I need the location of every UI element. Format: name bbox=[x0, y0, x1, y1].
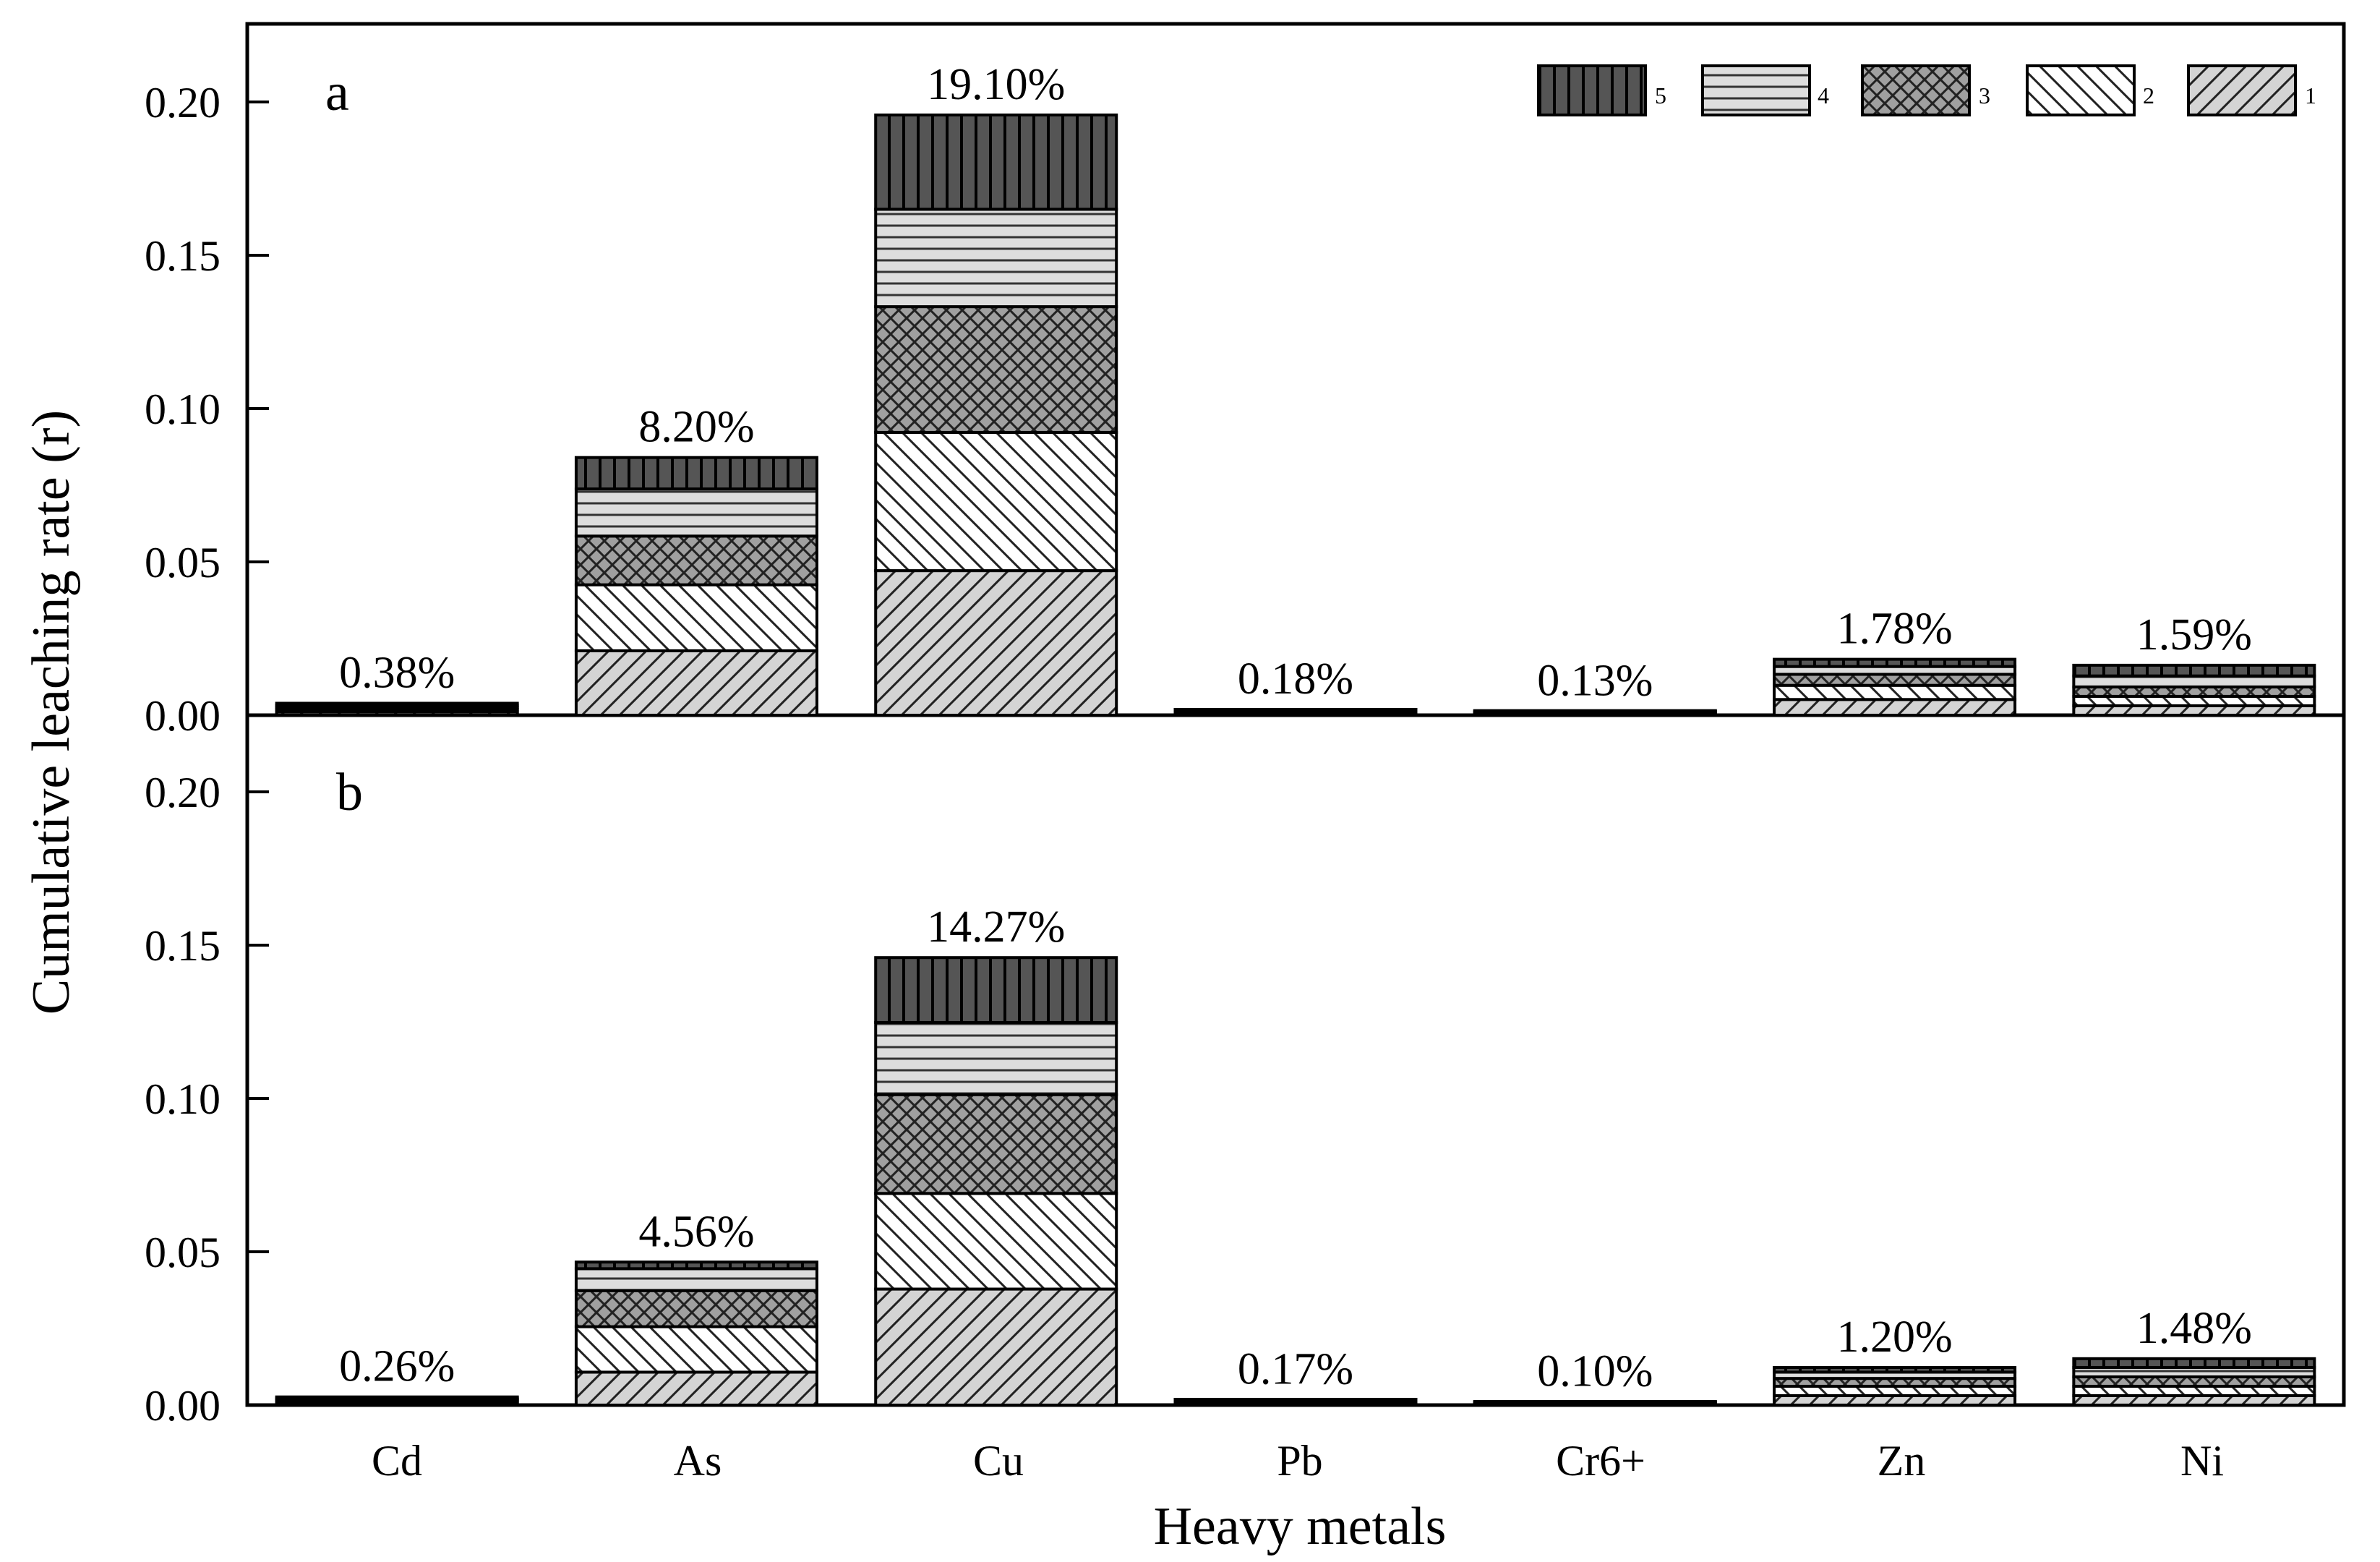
legend-swatch bbox=[1861, 64, 1971, 116]
x-tick-label: Pb bbox=[1277, 1437, 1322, 1485]
panel-b-label: b bbox=[336, 763, 363, 822]
legend-label: 2 bbox=[2143, 82, 2154, 108]
bar-segment-zn-2 bbox=[1773, 683, 2017, 701]
bar-segment-zn-5 bbox=[1773, 657, 2017, 668]
legend-swatch bbox=[1537, 64, 1647, 116]
x-tick-label: As bbox=[674, 1437, 722, 1485]
total-label: 0.18% bbox=[1238, 654, 1353, 704]
legend-swatch bbox=[2026, 64, 2136, 116]
bar-segment-as-2 bbox=[574, 583, 818, 652]
legend-label: 1 bbox=[2305, 82, 2316, 108]
bar-segment-pb-5 bbox=[1173, 707, 1418, 712]
bar-segment-zn-3 bbox=[1773, 673, 2017, 687]
total-label: 0.38% bbox=[339, 648, 455, 697]
legend-item-4: 4 bbox=[1701, 64, 1829, 116]
total-label: 0.13% bbox=[1537, 656, 1653, 705]
bar-segment-cu-2 bbox=[874, 1192, 1118, 1291]
y-tick-label: 0.20 bbox=[145, 79, 221, 127]
bar-segment-as-3 bbox=[574, 534, 818, 586]
bar-segment-as-5 bbox=[574, 1260, 818, 1271]
bar-segment-cu-3 bbox=[874, 1093, 1118, 1195]
panel-a-label: a bbox=[325, 63, 349, 122]
total-label: 1.20% bbox=[1836, 1313, 1952, 1362]
bar-segment-cd-5 bbox=[275, 701, 519, 707]
bar-segment-as-2 bbox=[574, 1325, 818, 1374]
total-label: 0.10% bbox=[1537, 1347, 1653, 1396]
total-label: 1.78% bbox=[1836, 605, 1952, 654]
y-axis-b: 0.00 0.05 0.10 0.15 0.20 bbox=[145, 769, 269, 1430]
x-tick-label: Ni bbox=[2180, 1437, 2224, 1485]
bar-segment-as-1 bbox=[574, 649, 818, 717]
bar-segment-cu-3 bbox=[874, 305, 1118, 434]
total-label: 0.26% bbox=[339, 1342, 455, 1391]
bar-segment-as-3 bbox=[574, 1289, 818, 1328]
y-tick-label: 0.00 bbox=[145, 692, 221, 740]
x-axis-title: Heavy metals bbox=[1154, 1497, 1447, 1556]
bar-segment-cr6-5 bbox=[1473, 709, 1717, 714]
x-tick-label: Cd bbox=[372, 1437, 422, 1485]
y-tick-label: 0.05 bbox=[145, 539, 221, 586]
bar-segment-cu-1 bbox=[874, 569, 1118, 717]
bar-segment-as-1 bbox=[574, 1370, 818, 1407]
x-tick-label: Cu bbox=[973, 1437, 1024, 1485]
bar-segment-zn-5 bbox=[1773, 1365, 2017, 1374]
bar-segment-cu-5 bbox=[874, 956, 1118, 1024]
y-tick-label: 0.05 bbox=[145, 1229, 221, 1276]
bar-segment-cu-4 bbox=[874, 208, 1118, 309]
bar-segment-cu-1 bbox=[874, 1287, 1118, 1407]
legend-label: 4 bbox=[1818, 82, 1829, 108]
y-tick-label: 0.20 bbox=[145, 769, 221, 816]
bar-segment-zn-1 bbox=[1773, 698, 2017, 717]
bar-segment-ni-4 bbox=[2072, 674, 2316, 688]
y-tick-label: 0.15 bbox=[145, 232, 221, 280]
y-axis-a: 0.00 0.05 0.10 0.15 0.20 bbox=[145, 79, 269, 740]
y-tick-label: 0.00 bbox=[145, 1382, 221, 1430]
y-axis-title: Cumulative leaching rate (r) bbox=[22, 410, 81, 1015]
totals-panel-b: 0.26% 4.56% 14.27% 0.17% 0.10% 1.20% 1.4… bbox=[339, 902, 2252, 1396]
total-label: 1.59% bbox=[2136, 610, 2252, 660]
total-label: 4.56% bbox=[638, 1207, 754, 1256]
bar-segment-cd-5 bbox=[275, 1395, 519, 1400]
x-axis: Cd As Cu Pb Cr6+ Zn Ni bbox=[372, 1437, 2224, 1485]
y-tick-label: 0.10 bbox=[145, 385, 221, 433]
legend-label: 3 bbox=[1979, 82, 1990, 108]
legend-item-3: 3 bbox=[1861, 64, 1990, 116]
bar-segment-cu-4 bbox=[874, 1020, 1118, 1096]
legend: 5 4 3 2 1 bbox=[1537, 64, 2316, 116]
bars-panel-b bbox=[275, 956, 2316, 1407]
legend-swatch bbox=[2187, 64, 2297, 116]
total-label: 14.27% bbox=[927, 902, 1065, 952]
totals-panel-a: 0.38% 8.20% 19.10% 0.18% 0.13% 1.78% 1.5… bbox=[339, 60, 2252, 705]
total-label: 19.10% bbox=[927, 60, 1065, 109]
legend-item-5: 5 bbox=[1537, 64, 1666, 116]
total-label: 8.20% bbox=[638, 403, 754, 452]
legend-item-2: 2 bbox=[2026, 64, 2154, 116]
bar-segment-ni-5 bbox=[2072, 663, 2316, 678]
bar-segment-as-4 bbox=[574, 1267, 818, 1292]
bars-panel-a bbox=[275, 114, 2316, 717]
y-tick-label: 0.15 bbox=[145, 922, 221, 970]
bar-segment-pb-5 bbox=[1173, 1397, 1418, 1402]
bar-segment-as-4 bbox=[574, 487, 818, 538]
bar-segment-as-5 bbox=[574, 456, 818, 491]
legend-item-1: 1 bbox=[2187, 64, 2316, 116]
bar-segment-cu-2 bbox=[874, 430, 1118, 573]
legend-swatch bbox=[1701, 64, 1811, 116]
bar-segment-ni-5 bbox=[2072, 1357, 2316, 1369]
x-tick-label: Zn bbox=[1878, 1437, 1926, 1485]
y-tick-label: 0.10 bbox=[145, 1075, 221, 1123]
total-label: 1.48% bbox=[2136, 1304, 2252, 1353]
total-label: 0.17% bbox=[1238, 1345, 1353, 1394]
legend-label: 5 bbox=[1655, 82, 1666, 108]
bar-segment-cr6-5 bbox=[1473, 1400, 1717, 1404]
x-tick-label: Cr6+ bbox=[1556, 1437, 1645, 1485]
bar-segment-cu-5 bbox=[874, 114, 1118, 211]
